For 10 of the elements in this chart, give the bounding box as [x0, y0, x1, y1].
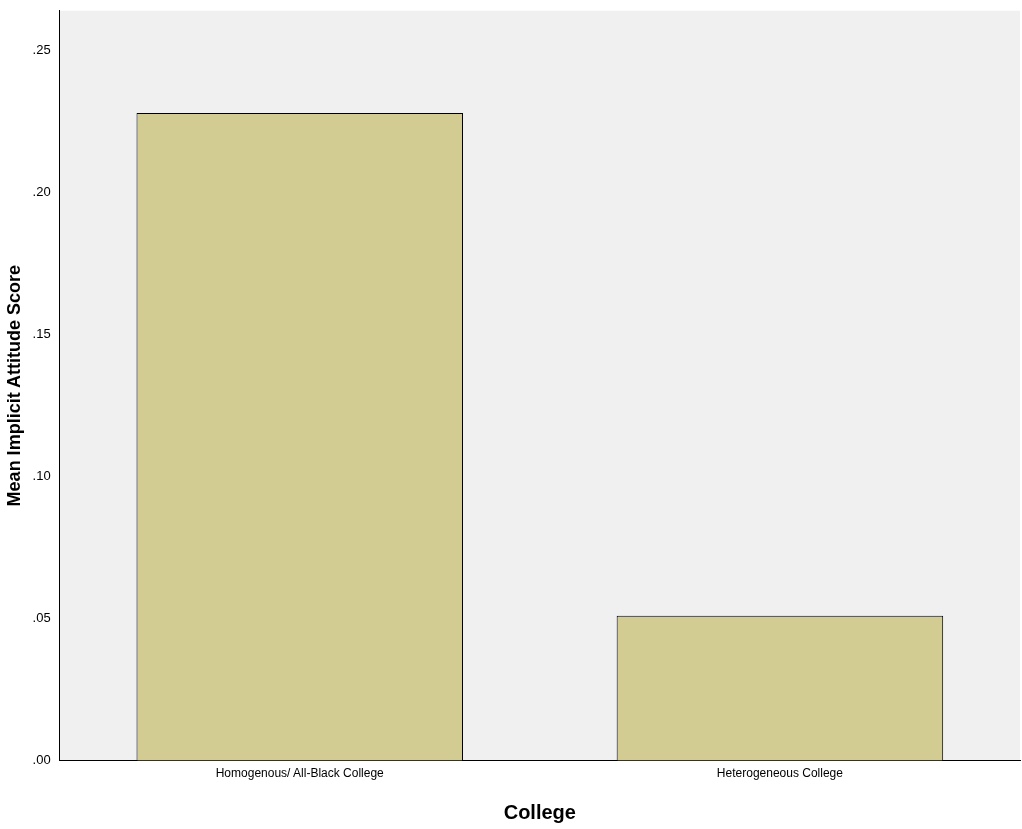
y-axis-title: Mean Implicit Attitude Score — [3, 265, 24, 507]
x-tick-label: Heterogeneous College — [716, 766, 844, 781]
y-tick-label: .15 — [32, 326, 51, 342]
x-tick-label: Homogenous/ All-Black College — [215, 766, 385, 781]
y-tick-label: .05 — [32, 610, 51, 626]
y-tick-label: .25 — [32, 42, 51, 58]
x-axis-title: College — [503, 800, 576, 823]
y-tick-label: .20 — [32, 184, 51, 200]
y-tick-label: .10 — [32, 468, 51, 484]
y-tick-label: .00 — [32, 752, 51, 768]
